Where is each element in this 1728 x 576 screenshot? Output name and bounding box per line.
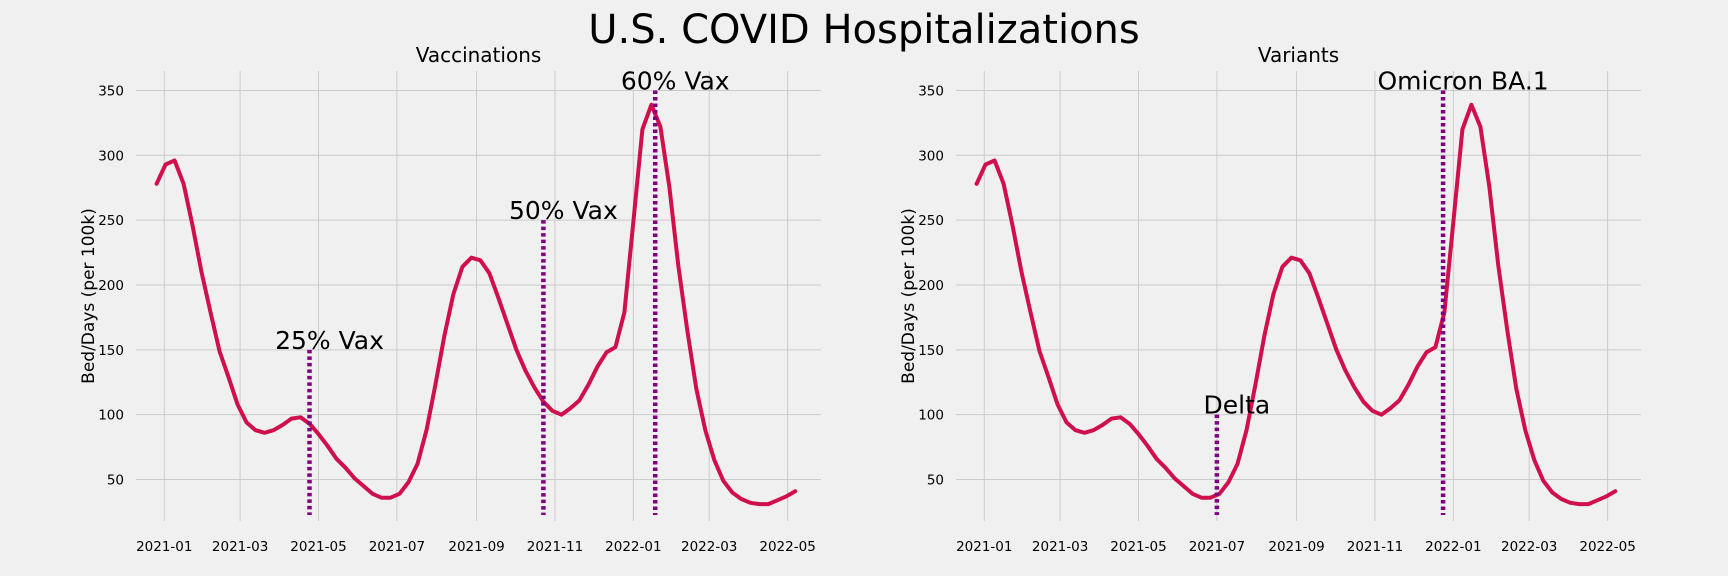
y-tick-label: 150 — [918, 343, 944, 359]
figure-suptitle: U.S. COVID Hospitalizations — [588, 7, 1139, 53]
x-tick-label: 2021-03 — [212, 539, 268, 555]
x-tick-label: 2022-05 — [1579, 539, 1635, 555]
chart-panel-1: 2021-01 2021-03 2021-05 2021-07 2021-09 2021-… — [899, 43, 1641, 555]
y-tick-label: 50 — [927, 473, 944, 489]
chart-panel-0: 2021-01 2021-03 2021-05 2021-07 2021-09 2021-… — [79, 43, 821, 555]
y-tick-label: 300 — [918, 148, 944, 164]
y-tick-label: 100 — [98, 408, 124, 424]
y-tick-label: 200 — [98, 278, 124, 294]
y-tick-label: 250 — [98, 213, 124, 229]
annotation-label: 50% Vax — [509, 196, 618, 225]
x-tick-label: 2022-03 — [681, 539, 737, 555]
chart-title: Variants — [1258, 43, 1339, 67]
x-tick-label: 2021-05 — [290, 539, 346, 555]
annotation-label: 60% Vax — [621, 66, 730, 95]
x-tick-label: 2021-07 — [369, 539, 425, 555]
x-tick-label: 2021-05 — [1110, 539, 1166, 555]
y-tick-label: 350 — [918, 83, 944, 99]
x-tick-label: 2022-05 — [759, 539, 815, 555]
annotation-label: Omicron BA.1 — [1377, 66, 1548, 95]
y-axis-label: Bed/Days (per 100k) — [899, 208, 919, 384]
x-tick-label: 2021-01 — [956, 539, 1012, 555]
annotation-label: Delta — [1204, 391, 1271, 420]
annotation-label: 25% Vax — [275, 326, 384, 355]
x-tick-label: 2021-11 — [1347, 539, 1403, 555]
series-line-0 — [974, 102, 1618, 507]
y-tick-label: 350 — [98, 83, 124, 99]
x-tick-label: 2022-01 — [605, 539, 661, 555]
x-tick-label: 2021-09 — [1268, 539, 1324, 555]
x-tick-label: 2022-03 — [1501, 539, 1557, 555]
y-axis-label: Bed/Days (per 100k) — [79, 208, 99, 384]
y-tick-label: 100 — [918, 408, 944, 424]
y-tick-label: 250 — [918, 213, 944, 229]
y-tick-label: 50 — [107, 473, 124, 489]
x-tick-label: 2021-07 — [1189, 539, 1245, 555]
x-tick-label: 2021-01 — [136, 539, 192, 555]
y-tick-label: 200 — [918, 278, 944, 294]
x-tick-label: 2021-11 — [527, 539, 583, 555]
y-tick-label: 150 — [98, 343, 124, 359]
x-tick-label: 2022-01 — [1425, 539, 1481, 555]
y-tick-label: 300 — [98, 148, 124, 164]
chart-title: Vaccinations — [416, 43, 542, 67]
x-tick-label: 2021-09 — [448, 539, 504, 555]
series-line-0 — [154, 102, 798, 507]
x-tick-label: 2021-03 — [1032, 539, 1088, 555]
